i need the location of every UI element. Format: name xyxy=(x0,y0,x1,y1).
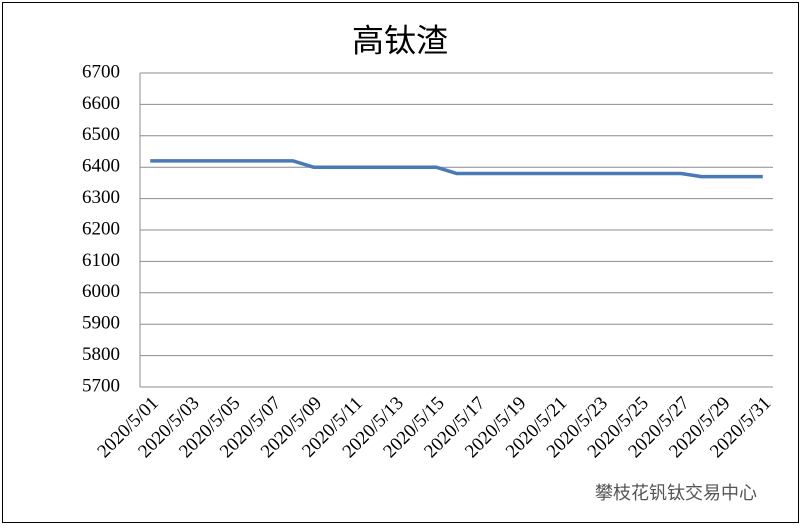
y-tick-label: 5800 xyxy=(82,344,120,365)
y-tick-label: 6400 xyxy=(82,156,120,177)
y-tick-label: 6700 xyxy=(82,61,120,82)
y-tick-label: 6200 xyxy=(82,218,120,239)
y-tick-label: 5900 xyxy=(82,313,120,334)
y-tick-label: 6300 xyxy=(82,187,120,208)
y-tick-label: 6500 xyxy=(82,124,120,145)
y-tick-label: 6100 xyxy=(82,250,120,271)
y-tick-label: 5700 xyxy=(82,375,120,396)
watermark: 攀枝花钒钛交易中心 xyxy=(595,483,757,504)
y-tick-label: 6600 xyxy=(82,93,120,114)
y-tick-label: 6000 xyxy=(82,281,120,302)
chart-title: 高钛渣 xyxy=(352,22,448,58)
data-line xyxy=(150,159,763,179)
